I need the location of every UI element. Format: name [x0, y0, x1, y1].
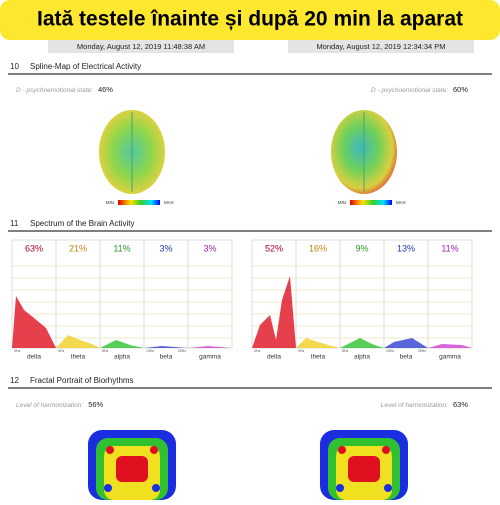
- freq-label: 25Hz: [418, 349, 426, 353]
- fractal-dot: [150, 446, 158, 454]
- band-name: theta: [71, 354, 86, 361]
- band-name: beta: [400, 354, 413, 361]
- band-name: delta: [27, 354, 41, 361]
- band-percent: 13%: [397, 243, 415, 253]
- freq-label: 4Hz: [58, 349, 64, 353]
- date: Monday, August 12, 2019 11:48:38 AM: [77, 42, 205, 51]
- freq-label: 13Hz: [386, 349, 394, 353]
- banner-bg: [0, 0, 500, 40]
- freq-label: 8Hz: [342, 349, 348, 353]
- state-line: D - psychoemotional state: 46%: [16, 85, 113, 94]
- freq-label: 8Hz: [102, 349, 108, 353]
- band-name: theta: [311, 354, 326, 361]
- state-value: 46%: [98, 85, 113, 94]
- band-name: gamma: [439, 354, 461, 361]
- harmonization-value: 63%: [453, 400, 468, 409]
- state-line: D - psychoemotional state: 60%: [371, 85, 468, 94]
- freq-label: 4Hz: [298, 349, 304, 353]
- legend-min: MIN: [106, 200, 114, 205]
- band-percent: 52%: [265, 243, 283, 253]
- spectrum-area: [144, 346, 188, 348]
- spectrum-area: [384, 338, 428, 348]
- legend-max: MAX: [164, 200, 174, 205]
- legend-max: MAX: [396, 200, 406, 205]
- band-percent: 9%: [355, 243, 368, 253]
- freq-label: 0Hz: [254, 349, 260, 353]
- band-name: beta: [160, 354, 173, 361]
- harmonization-value: 56%: [88, 400, 103, 409]
- section-title: Spline-Map of Electrical Activity: [30, 62, 141, 71]
- spectrum-area: [12, 296, 56, 348]
- fractal-dot: [338, 446, 346, 454]
- section-number: 12: [10, 376, 19, 385]
- harmonization-label: Level of harmonization:: [381, 402, 448, 409]
- fractal-core: [348, 456, 380, 482]
- section-title: Spectrum of the Brain Activity: [30, 219, 135, 228]
- spectrum-area: [340, 338, 384, 348]
- fractal-dot: [336, 484, 344, 492]
- freq-label: 25Hz: [178, 349, 186, 353]
- spectrum-area: [296, 338, 340, 348]
- date: Monday, August 12, 2019 12:34:34 PM: [316, 42, 445, 51]
- harmonization-line: Level of harmonization: 56%: [16, 400, 104, 409]
- band-percent: 11%: [441, 243, 458, 253]
- fractal-dot: [104, 484, 112, 492]
- spectrum-area: [252, 276, 296, 348]
- freq-label: 13Hz: [146, 349, 154, 353]
- spectrum-area: [428, 344, 472, 348]
- date-box: [48, 40, 234, 53]
- state-value: 60%: [453, 85, 468, 94]
- section-number: 10: [10, 62, 19, 71]
- freq-label: 0Hz: [14, 349, 20, 353]
- state-label: D - psychoemotional state:: [16, 87, 93, 94]
- fractal-dot: [384, 484, 392, 492]
- harmonization-label: Level of harmonization:: [16, 402, 83, 409]
- band-name: alpha: [354, 354, 370, 361]
- section-number: 11: [10, 219, 19, 228]
- band-name: delta: [267, 354, 281, 361]
- fractal-dot: [106, 446, 114, 454]
- fractal-dot: [152, 484, 160, 492]
- band-percent: 21%: [69, 243, 87, 253]
- band-percent: 3%: [203, 243, 216, 253]
- color-bar: [118, 200, 160, 205]
- band-percent: 63%: [25, 243, 43, 253]
- fractal-core: [116, 456, 148, 482]
- date-box: [288, 40, 474, 53]
- band-name: alpha: [114, 354, 130, 361]
- spectrum-area: [188, 346, 232, 348]
- section-title: Fractal Portrait of Biorhythms: [30, 376, 134, 385]
- band-percent: 3%: [159, 243, 172, 253]
- state-label: D - psychoemotional state:: [371, 87, 448, 94]
- band-percent: 16%: [309, 243, 327, 253]
- harmonization-line: Level of harmonization: 63%: [381, 400, 469, 409]
- banner-title: Iată testele înainte și după 20 min la a…: [37, 8, 463, 31]
- spectrum-area: [56, 335, 100, 348]
- color-bar: [350, 200, 392, 205]
- spectrum-area: [100, 340, 144, 348]
- band-percent: 11%: [113, 243, 130, 253]
- band-name: gamma: [199, 354, 221, 361]
- fractal-dot: [382, 446, 390, 454]
- legend-min: MIN: [338, 200, 346, 205]
